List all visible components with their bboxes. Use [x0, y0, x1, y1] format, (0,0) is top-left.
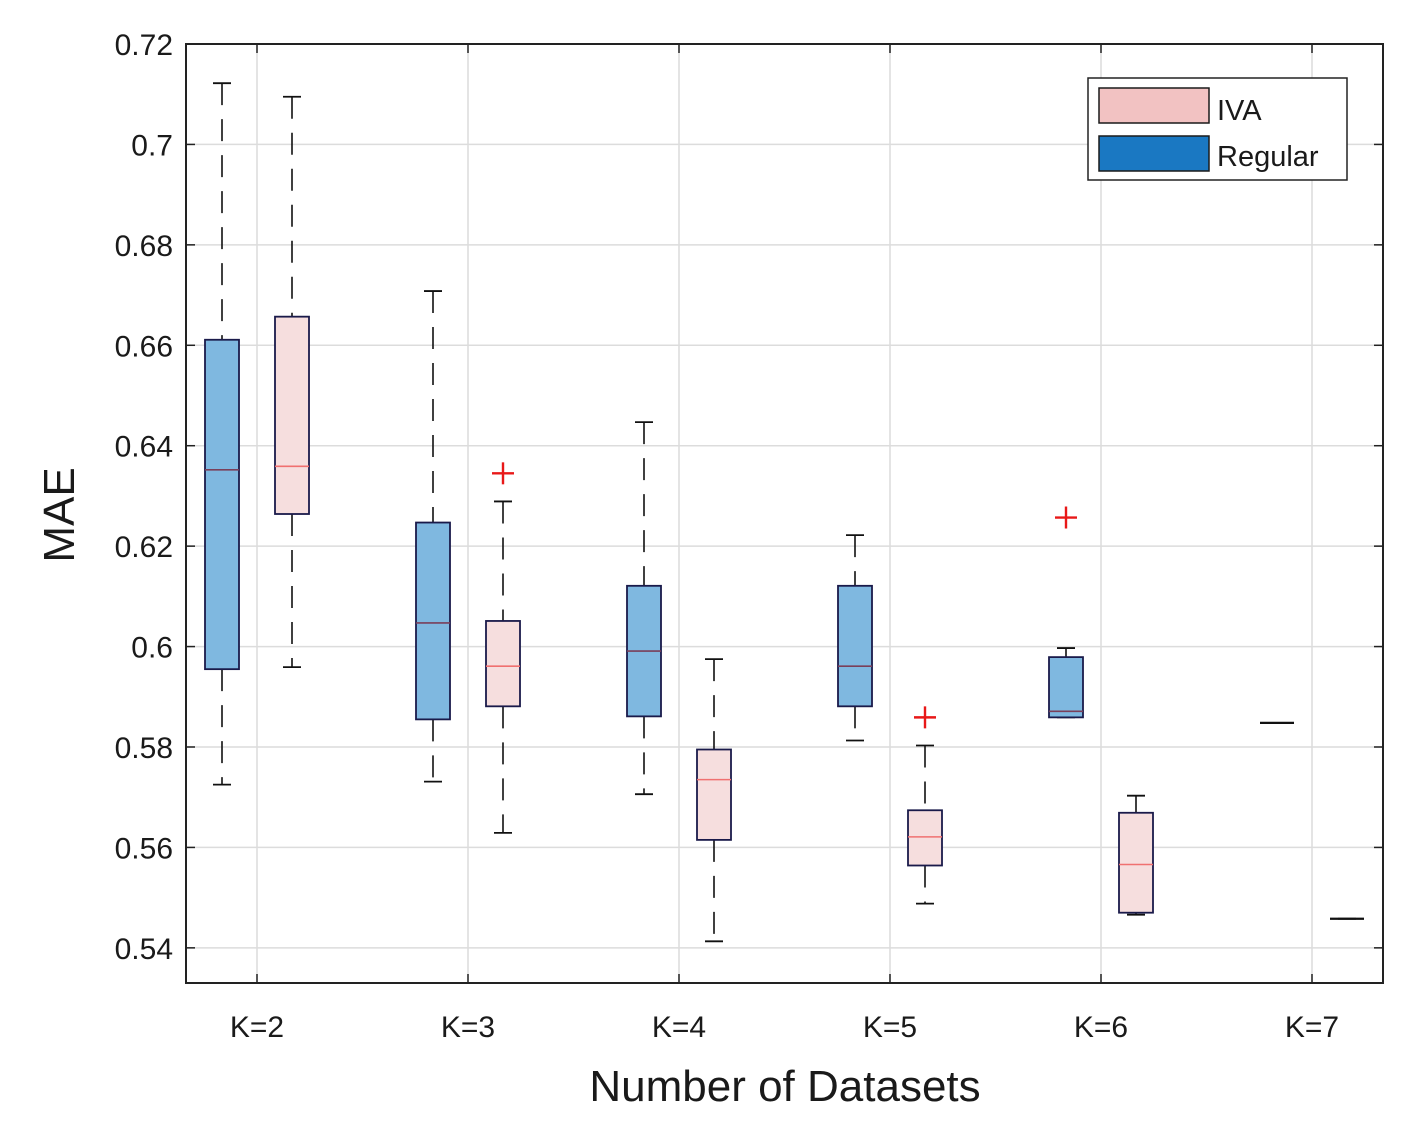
box-iva-k2	[274, 95, 310, 669]
y-tick-label: 0.7	[131, 129, 173, 162]
box-body	[274, 315, 310, 515]
box-iva-k5	[907, 706, 943, 905]
outlier-marker	[914, 706, 936, 729]
legend: IVA Regular	[1087, 77, 1348, 181]
box-body	[1048, 656, 1084, 719]
box-regular-k4	[626, 421, 662, 796]
legend-label-regular: Regular	[1217, 141, 1319, 173]
y-tick-label: 0.68	[115, 230, 173, 263]
box-body	[837, 584, 873, 708]
box-regular-k5	[837, 534, 873, 742]
box-iva-k4	[696, 658, 732, 943]
y-tick-label: 0.54	[115, 933, 173, 966]
y-tick-label: 0.6	[131, 632, 173, 665]
box-group	[204, 82, 1364, 943]
outlier-marker	[492, 462, 514, 485]
outlier-marker	[1055, 506, 1077, 529]
y-tick-label: 0.72	[115, 29, 173, 62]
box-body	[485, 620, 521, 708]
box-iva-k6	[1118, 794, 1154, 916]
box-body	[1118, 811, 1154, 914]
legend-swatch-regular	[1098, 135, 1210, 172]
x-tick-label: K=4	[652, 1011, 706, 1044]
y-tick-label: 0.56	[115, 832, 173, 865]
x-tick-label: K=7	[1285, 1011, 1339, 1044]
box-body	[204, 338, 240, 671]
y-tick-label: 0.64	[115, 431, 173, 464]
x-tick-label: K=3	[441, 1011, 495, 1044]
box-body	[415, 521, 451, 721]
box-regular-k6	[1048, 506, 1084, 719]
y-axis-title: MAE	[35, 467, 84, 562]
x-axis-title: Number of Datasets	[589, 1062, 980, 1111]
y-tick-label: 0.62	[115, 531, 173, 564]
box-iva-k3	[485, 462, 521, 834]
box-regular-k2	[204, 82, 240, 786]
legend-label-iva: IVA	[1217, 95, 1262, 127]
y-tick-label: 0.66	[115, 330, 173, 363]
box-body	[696, 748, 732, 841]
x-tick-label: K=2	[230, 1011, 284, 1044]
plot-frame	[185, 43, 1384, 984]
box-body	[907, 809, 943, 867]
axes: 0.54 0.56 0.58 0.6 0.62 0.64 0.66 0.68 0.7 0.72 K=…	[115, 29, 1384, 1044]
x-tick-label: K=6	[1074, 1011, 1128, 1044]
y-tick-label: 0.58	[115, 732, 173, 765]
box-regular-k3	[415, 290, 451, 783]
legend-swatch-iva	[1098, 87, 1210, 124]
x-tick-label: K=5	[863, 1011, 917, 1044]
